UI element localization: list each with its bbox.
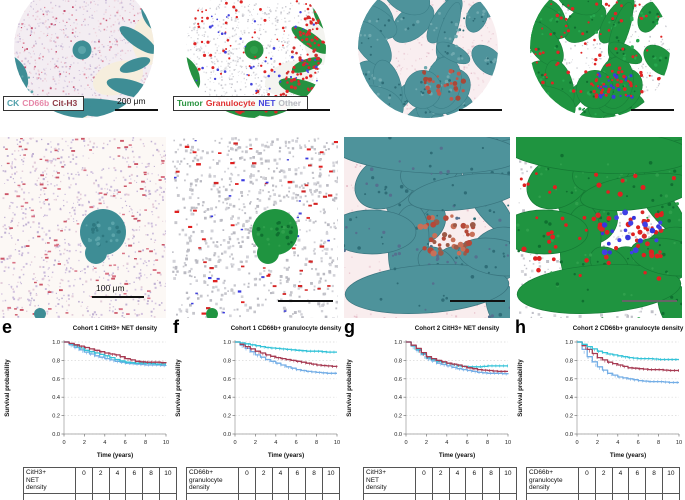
risk-table-time-col: 2 — [594, 467, 613, 494]
panel-letter-h: h — [515, 317, 526, 337]
risk-table-empty-cell — [186, 492, 239, 500]
risk-table-empty-cell — [448, 492, 467, 500]
risk-table-empty-cell — [611, 492, 630, 500]
panel-core1-multiplex-stain — [14, 0, 154, 118]
risk-table-empty-cell — [91, 492, 110, 500]
risk-table-empty-cell — [363, 492, 416, 500]
scale-bar-core1-seg — [287, 109, 330, 111]
risk-table-cohort1-net: CitH3+ NET density 0 2 4 6 8 10 — [23, 467, 177, 500]
risk-table-empty-cell — [498, 492, 517, 500]
risk-table-time-col: 0 — [578, 467, 596, 494]
panel-letter-e: e — [2, 317, 13, 337]
scale-bar-core2-seg — [631, 109, 674, 111]
risk-table-empty-cell — [142, 492, 160, 500]
risk-table-row-label: CitH3+ NET density — [23, 467, 76, 494]
scale-bar-zoom-core2-stain — [450, 300, 505, 302]
scale-bar-200um — [115, 109, 158, 111]
risk-table-empty-cell — [465, 492, 484, 500]
risk-table-time-col: 6 — [628, 467, 647, 494]
risk-table-cohort2-granulocyte: CD66b+ granulocyte density 0 2 4 6 8 10 — [526, 467, 680, 500]
risk-table-empty-cell — [271, 492, 290, 500]
risk-table-time-col: 4 — [611, 467, 630, 494]
legend-item-granulocyte: Granulocyte — [205, 98, 256, 108]
scale-bar-100um — [92, 296, 144, 298]
risk-table-cohort2-net: CitH3+ NET density 0 2 4 6 8 10 — [363, 467, 517, 500]
scale-bar-zoom-core2-seg — [622, 300, 677, 302]
risk-table-row-label: CD66b+ granulocyte density — [186, 467, 239, 494]
risk-table-time-col: 2 — [91, 467, 110, 494]
risk-table-time-col: 8 — [645, 467, 663, 494]
risk-table-time-col: 8 — [482, 467, 500, 494]
scale-bar-zoom-core1-seg — [278, 300, 333, 302]
risk-table-time-col: 10 — [498, 467, 517, 494]
risk-table-empty-cell — [578, 492, 596, 500]
risk-table-time-col: 6 — [288, 467, 307, 494]
risk-table-empty-cell — [415, 492, 433, 500]
risk-table-time-col: 8 — [142, 467, 160, 494]
risk-table-time-col: 2 — [254, 467, 273, 494]
panel-core2-segmentation — [530, 0, 670, 118]
risk-table-empty-cell — [75, 492, 93, 500]
legend-item-net: NET — [258, 98, 276, 108]
risk-table-time-col: 4 — [108, 467, 127, 494]
legend-item-cit-h3: Cit-H3 — [52, 98, 78, 108]
km-plot-cohort2-granulocyte-density: Cohort 2 CD66b+ granulocyte density0.00.… — [517, 325, 684, 459]
risk-table-time-col: 4 — [448, 467, 467, 494]
risk-table-time-col: 2 — [431, 467, 450, 494]
panel-zoom-core2-segmentation — [516, 137, 682, 318]
legend-item-other: Other — [278, 98, 302, 108]
risk-table-time-col: 8 — [305, 467, 323, 494]
km-plot-cohort1-net-density: Cohort 1 CitH3+ NET density0.00.20.40.60… — [4, 325, 169, 459]
risk-table-empty-cell — [661, 492, 680, 500]
risk-table-empty-cell — [288, 492, 307, 500]
panel-zoom-core1-segmentation — [172, 137, 338, 318]
scale-bar-core2-stain — [459, 109, 502, 111]
panel-core2-multiplex-stain — [358, 0, 498, 118]
risk-table-empty-cell — [645, 492, 663, 500]
risk-table-time-col: 4 — [271, 467, 290, 494]
risk-table-empty-cell — [526, 492, 579, 500]
risk-table-empty-cell — [238, 492, 256, 500]
risk-table-empty-cell — [108, 492, 127, 500]
km-plot-cohort2-net-density: Cohort 2 CitH3+ NET density0.00.20.40.60… — [346, 325, 511, 459]
panel-zoom-core1-stain — [0, 137, 166, 318]
panel-core1-segmentation — [186, 0, 326, 118]
risk-table-time-col: 6 — [465, 467, 484, 494]
panel-letter-g: g — [344, 317, 355, 337]
scale-bar-200um-label: 200 μm — [117, 96, 146, 106]
risk-table-empty-cell — [482, 492, 500, 500]
legend-item-ck: CK — [7, 98, 20, 108]
risk-table-empty-cell — [23, 492, 76, 500]
risk-table-cohort1-granulocyte: CD66b+ granulocyte density 0 2 4 6 8 10 — [186, 467, 340, 500]
scale-bar-100um-label: 100 μm — [96, 283, 125, 293]
legend-item-cd66b: CD66b — [22, 98, 50, 108]
risk-table-empty-cell — [321, 492, 340, 500]
risk-table-time-col: 6 — [125, 467, 144, 494]
risk-table-empty-cell — [254, 492, 273, 500]
risk-table-time-col: 0 — [75, 467, 93, 494]
risk-table-empty-cell — [305, 492, 323, 500]
stain-legend: CK CD66b Cit-H3 — [3, 96, 85, 111]
risk-table-time-col: 0 — [415, 467, 433, 494]
risk-table-row-label: CD66b+ granulocyte density — [526, 467, 579, 494]
risk-table-empty-cell — [125, 492, 144, 500]
segmentation-class-legend: Tumor Granulocyte NET Other — [173, 96, 309, 111]
risk-table-empty-cell — [594, 492, 613, 500]
panel-zoom-core2-stain — [344, 137, 510, 318]
risk-table-empty-cell — [628, 492, 647, 500]
risk-table-time-col: 10 — [321, 467, 340, 494]
risk-table-time-col: 10 — [661, 467, 680, 494]
risk-table-empty-cell — [158, 492, 177, 500]
risk-table-empty-cell — [431, 492, 450, 500]
risk-table-time-col: 10 — [158, 467, 177, 494]
km-plot-cohort1-granulocyte-density: Cohort 1 CD66b+ granulocyte density0.00.… — [175, 325, 342, 459]
risk-table-time-col: 0 — [238, 467, 256, 494]
legend-item-tumor: Tumor — [177, 98, 203, 108]
panel-letter-f: f — [173, 317, 179, 337]
risk-table-row-label: CitH3+ NET density — [363, 467, 416, 494]
